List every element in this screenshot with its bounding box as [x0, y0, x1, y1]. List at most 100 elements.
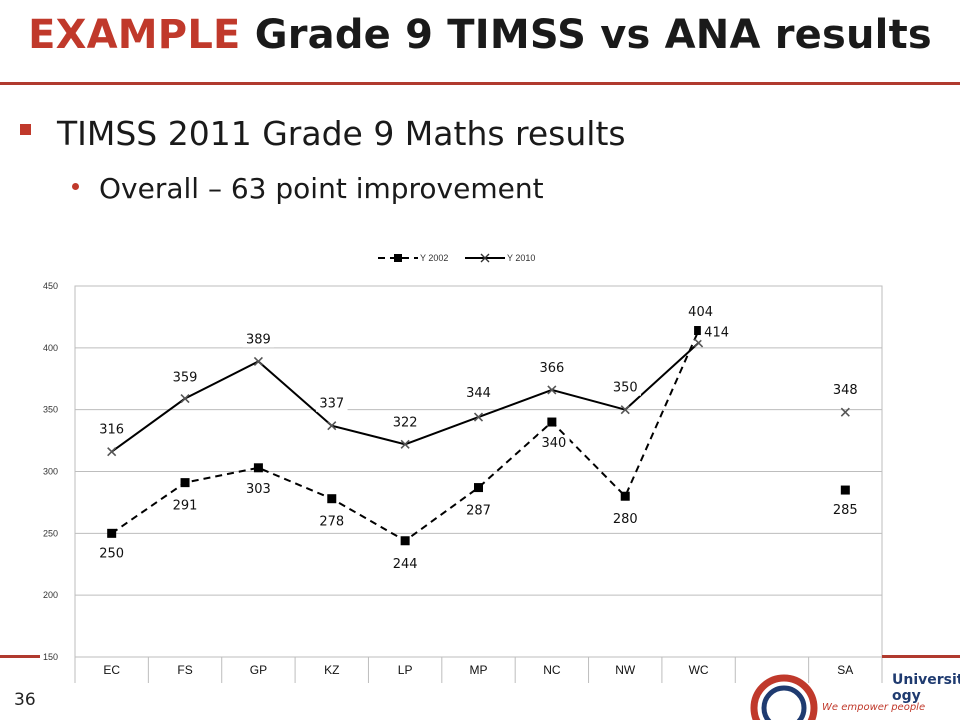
data-point-x	[473, 412, 484, 422]
bullet-sub: Overall – 63 point improvement	[72, 172, 544, 205]
data-label-bg	[609, 511, 641, 528]
chart-legend: Y 2002 Y 2010	[378, 253, 535, 263]
footer-divider-right	[882, 655, 960, 658]
x-tick-label: LP	[398, 663, 413, 677]
footer-divider-left	[0, 655, 40, 658]
y-tick-label: 150	[43, 652, 58, 662]
data-label-bg	[829, 502, 862, 519]
university-logo	[750, 674, 818, 720]
data-label: 344	[466, 386, 491, 401]
data-point-x	[840, 407, 850, 417]
data-point-square	[547, 417, 557, 427]
data-point-square	[620, 491, 630, 501]
x-tick-label: WC	[689, 663, 709, 677]
bullet-sub-text: Overall – 63 point improvement	[99, 172, 544, 205]
data-label-bg	[389, 414, 421, 431]
data-label-bg	[95, 421, 128, 438]
data-label-bg	[538, 435, 570, 452]
data-label: 285	[833, 503, 858, 518]
data-label: 414	[704, 326, 729, 341]
y-tick-label: 450	[43, 281, 58, 291]
data-label: 280	[613, 512, 638, 527]
bullet-main-text: TIMSS 2011 Grade 9 Maths results	[57, 114, 626, 153]
data-label: 244	[393, 557, 418, 572]
legend-label: Y 2002	[420, 253, 448, 263]
data-label-bg	[169, 369, 201, 386]
data-label: 287	[466, 504, 491, 519]
y-tick-label: 200	[43, 590, 58, 600]
logo-tagline: We empower people	[822, 702, 926, 713]
logo-text-line2: ogy	[892, 688, 921, 704]
square-bullet-icon	[20, 124, 31, 135]
data-point-x	[253, 356, 263, 367]
slide-title: EXAMPLE Grade 9 TIMSS vs ANA results	[0, 12, 960, 58]
data-point-square	[694, 326, 704, 336]
y-tick-label: 400	[43, 343, 58, 353]
data-label-bg	[462, 502, 495, 519]
data-label: 359	[173, 371, 198, 386]
data-label: 340	[541, 436, 566, 451]
logo-text-line1: University	[892, 672, 960, 688]
data-label-bg	[462, 385, 495, 402]
data-point-x	[327, 421, 337, 431]
data-label: 278	[319, 515, 344, 530]
chart-grid	[74, 285, 883, 658]
x-tick-label: SA	[837, 663, 853, 677]
title-accent: EXAMPLE	[28, 12, 241, 58]
x-tick-label: MP	[470, 663, 488, 677]
data-label-bg	[609, 379, 641, 396]
data-label-bg	[684, 303, 717, 320]
data-label: 404	[688, 305, 713, 320]
x-tick-label: EC	[103, 663, 120, 677]
chart-axes: 150 200 250 300 350 400 450 EC FS GP KZ LP MP NC NW WC S…	[43, 281, 883, 683]
data-label-bg	[389, 555, 421, 572]
data-label: 250	[99, 546, 124, 561]
data-label: 350	[613, 381, 638, 396]
x-tick-label: NW	[615, 663, 636, 677]
data-label: 337	[319, 397, 344, 412]
chart-data-labels: 250 291 303 278 244 287 340 280 414 285 316 359 389 3…	[95, 303, 862, 572]
data-label-bg	[169, 497, 201, 514]
data-label-bg	[95, 545, 128, 562]
data-point-square	[107, 528, 117, 538]
data-label: 291	[173, 499, 198, 514]
title-divider	[0, 82, 960, 85]
data-point-x	[547, 385, 557, 395]
x-tick-label: GP	[250, 663, 267, 677]
data-point-square	[253, 463, 263, 473]
data-point-square	[840, 485, 850, 495]
x-tick-label: NC	[543, 663, 561, 677]
y-tick-label: 250	[43, 528, 58, 538]
y-tick-label: 350	[43, 405, 58, 415]
data-point-square	[180, 478, 190, 488]
chart-series	[107, 326, 850, 546]
data-label: 316	[99, 423, 124, 438]
data-label: 303	[246, 482, 271, 497]
data-label-bg	[829, 382, 862, 399]
slide-number: 36	[14, 690, 36, 710]
legend-label: Y 2010	[507, 253, 535, 263]
title-rest: Grade 9 TIMSS vs ANA results	[254, 12, 932, 58]
x-tick-label: KZ	[324, 663, 339, 677]
data-label-bg	[242, 480, 275, 497]
series-line	[111, 342, 700, 453]
data-label: 322	[393, 415, 418, 430]
data-label: 389	[246, 332, 271, 347]
data-label-bg	[700, 324, 733, 341]
data-point-x	[400, 439, 410, 449]
data-label-bg	[316, 513, 348, 530]
x-tick-label: FS	[177, 663, 192, 677]
data-point-square	[474, 483, 483, 493]
data-label-bg	[536, 359, 568, 376]
bullet-main: TIMSS 2011 Grade 9 Maths results	[20, 114, 626, 153]
data-point-square	[400, 536, 410, 546]
data-label-bg	[316, 395, 348, 412]
data-point-x	[180, 393, 190, 404]
dot-bullet-icon	[72, 183, 79, 190]
data-label: 348	[833, 383, 858, 398]
data-point-x	[107, 447, 117, 457]
y-tick-label: 300	[43, 467, 58, 477]
data-point-square	[327, 494, 337, 504]
data-label-bg	[242, 331, 275, 348]
line-chart: Y 2002 Y 2010 250 291 303 278 244 287 340 280 414…	[43, 253, 883, 683]
